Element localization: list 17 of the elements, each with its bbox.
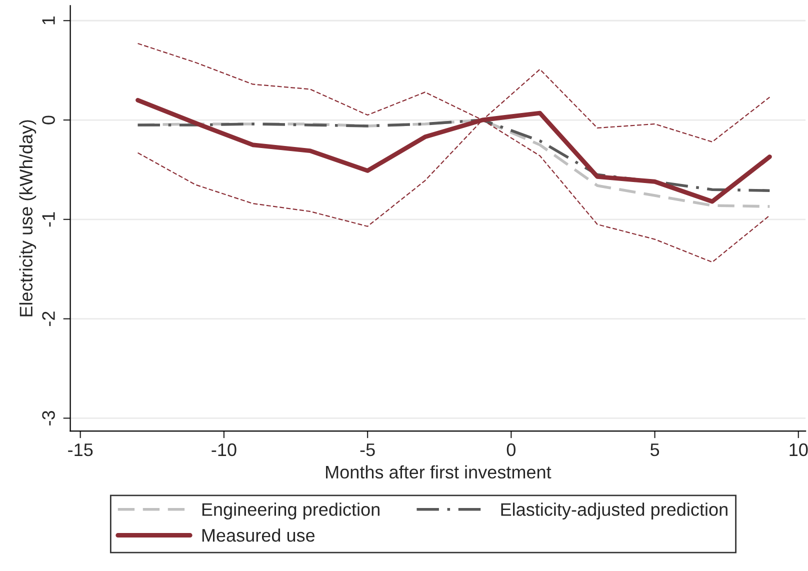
x-tick-label: -15 xyxy=(68,444,93,456)
y-tick-label: -1 xyxy=(42,212,55,227)
y-tick-label: 0 xyxy=(42,116,55,124)
x-axis-title: Months after first investment xyxy=(326,465,552,479)
x-tick-label: -10 xyxy=(212,443,236,456)
y-tick-label: -3 xyxy=(42,410,55,426)
legend-label: Engineering prediction xyxy=(202,502,380,520)
y-tick-label: 1 xyxy=(42,16,55,24)
x-tick-label: -5 xyxy=(360,444,375,456)
line-series xyxy=(136,118,772,192)
legend-label: Measured use xyxy=(202,528,315,542)
y-axis-title: Electricity use (kWh/day) xyxy=(19,120,36,316)
x-tick-label: 5 xyxy=(650,444,660,456)
y-tick-label: -2 xyxy=(42,312,55,326)
x-tick-label: 0 xyxy=(506,443,516,456)
legend-label: Elasticity-adjusted prediction xyxy=(501,502,728,520)
x-tick-label: 10 xyxy=(790,443,808,456)
